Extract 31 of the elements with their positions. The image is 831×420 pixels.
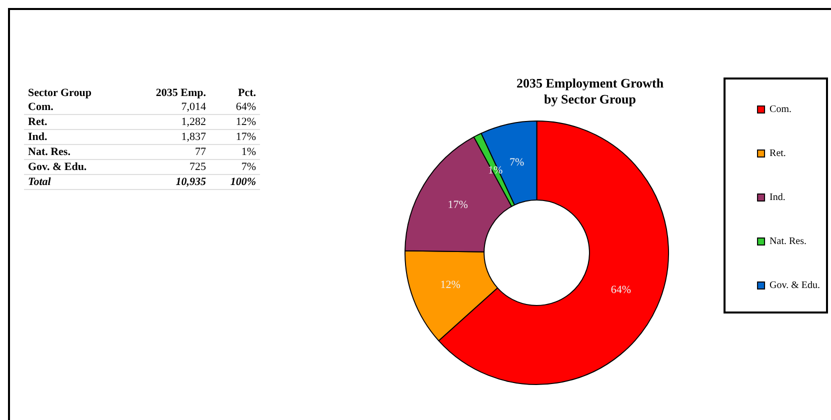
legend-label: Ind.: [770, 192, 786, 204]
text: 64%: [236, 101, 256, 113]
category-label: Nat. Res.: [28, 146, 70, 158]
text: 1,282: [142, 114, 210, 130]
text: 1,837: [142, 130, 210, 144]
legend-label: Com.: [770, 104, 792, 116]
text: 12%: [236, 116, 256, 128]
text: 7,014: [142, 100, 210, 114]
text: 100%: [210, 174, 260, 190]
data-label: 17%: [448, 198, 468, 211]
legend-label: Nat. Res.: [770, 236, 806, 248]
text: 7%: [241, 161, 256, 173]
text: 2035 Employment Growth by Sector Group: [516, 75, 664, 107]
text: 77: [142, 144, 210, 160]
text: Sector Group: [27, 86, 92, 100]
category-label: Gov. & Edu.: [28, 161, 87, 173]
data-label: 64%: [610, 284, 632, 296]
text: 1%: [241, 146, 256, 158]
text: 10,935: [142, 174, 210, 190]
text: Pct.: [236, 86, 257, 100]
legend-label: Gov. & Edu.: [770, 280, 820, 292]
category-label: Com.: [28, 101, 54, 113]
legend-label: Ret.: [770, 148, 786, 160]
data-label: 7%: [510, 156, 524, 169]
category-label: Ind.: [28, 131, 48, 143]
text: 2035 Emp.: [154, 86, 207, 100]
data-label: 12%: [440, 278, 460, 291]
category-label: Ret.: [28, 116, 48, 128]
text: 17%: [236, 131, 256, 143]
text: Total: [24, 174, 142, 190]
text: 725: [142, 160, 210, 174]
